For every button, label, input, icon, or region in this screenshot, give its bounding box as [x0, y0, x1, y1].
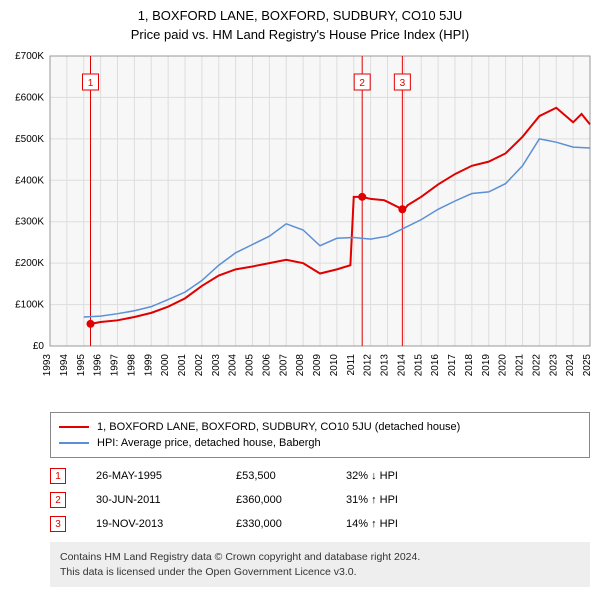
- footer-line2: This data is licensed under the Open Gov…: [60, 565, 580, 580]
- title-address: 1, BOXFORD LANE, BOXFORD, SUDBURY, CO10 …: [10, 8, 590, 23]
- svg-text:2020: 2020: [498, 354, 509, 377]
- svg-text:1: 1: [88, 78, 94, 89]
- footer-attribution: Contains HM Land Registry data © Crown c…: [50, 542, 590, 587]
- legend: 1, BOXFORD LANE, BOXFORD, SUDBURY, CO10 …: [50, 412, 590, 458]
- sale-row: 3 19-NOV-2013 £330,000 14% ↑ HPI: [50, 512, 590, 536]
- svg-text:2005: 2005: [245, 354, 256, 377]
- sale-hpi: 32% ↓ HPI: [346, 470, 446, 482]
- svg-text:1994: 1994: [59, 354, 70, 377]
- svg-text:2002: 2002: [194, 354, 205, 377]
- svg-text:£700K: £700K: [15, 51, 44, 62]
- svg-text:2014: 2014: [396, 354, 407, 377]
- svg-text:2011: 2011: [346, 354, 357, 376]
- svg-text:2017: 2017: [447, 354, 458, 377]
- svg-text:2000: 2000: [160, 354, 171, 377]
- chart-area: £0 £100K £200K £300K £400K £500K £600K £700K 199…: [0, 46, 600, 406]
- svg-text:2024: 2024: [565, 354, 576, 377]
- title-block: 1, BOXFORD LANE, BOXFORD, SUDBURY, CO10 …: [0, 0, 600, 46]
- legend-item: 1, BOXFORD LANE, BOXFORD, SUDBURY, CO10 …: [59, 419, 581, 435]
- svg-text:£0: £0: [33, 341, 45, 352]
- svg-text:£600K: £600K: [15, 92, 44, 103]
- sale-hpi: 31% ↑ HPI: [346, 494, 446, 506]
- svg-text:2015: 2015: [413, 354, 424, 377]
- sale-date: 30-JUN-2011: [96, 494, 206, 506]
- svg-text:2025: 2025: [582, 354, 593, 377]
- svg-text:2: 2: [359, 78, 365, 89]
- chart-container: 1, BOXFORD LANE, BOXFORD, SUDBURY, CO10 …: [0, 0, 600, 587]
- sale-date: 26-MAY-1995: [96, 470, 206, 482]
- svg-text:1997: 1997: [110, 354, 121, 377]
- svg-text:£200K: £200K: [15, 258, 44, 269]
- svg-text:2016: 2016: [430, 354, 441, 377]
- sale-row: 1 26-MAY-1995 £53,500 32% ↓ HPI: [50, 464, 590, 488]
- legend-swatch: [59, 426, 89, 428]
- sale-price: £360,000: [236, 494, 316, 506]
- chart-svg: £0 £100K £200K £300K £400K £500K £600K £700K 199…: [0, 46, 600, 406]
- svg-text:2009: 2009: [312, 354, 323, 377]
- sale-price: £330,000: [236, 518, 316, 530]
- svg-text:2012: 2012: [363, 354, 374, 377]
- sale-row: 2 30-JUN-2011 £360,000 31% ↑ HPI: [50, 488, 590, 512]
- svg-text:2021: 2021: [515, 354, 526, 377]
- svg-text:1998: 1998: [126, 354, 137, 377]
- svg-text:2004: 2004: [228, 354, 239, 377]
- sales-table: 1 26-MAY-1995 £53,500 32% ↓ HPI 2 30-JUN-2011…: [50, 464, 590, 536]
- svg-text:£400K: £400K: [15, 175, 44, 186]
- svg-text:2013: 2013: [380, 354, 391, 377]
- svg-text:3: 3: [400, 78, 406, 89]
- svg-text:1995: 1995: [76, 354, 87, 377]
- svg-text:2019: 2019: [481, 354, 492, 377]
- sale-badge: 3: [50, 516, 66, 532]
- legend-label: HPI: Average price, detached house, Babe…: [97, 437, 321, 449]
- legend-swatch: [59, 442, 89, 444]
- svg-text:2023: 2023: [548, 354, 559, 377]
- svg-text:2022: 2022: [531, 354, 542, 377]
- svg-text:2003: 2003: [211, 354, 222, 377]
- title-subtitle: Price paid vs. HM Land Registry's House …: [10, 27, 590, 42]
- sale-hpi: 14% ↑ HPI: [346, 518, 446, 530]
- svg-text:£500K: £500K: [15, 134, 44, 145]
- svg-text:1999: 1999: [143, 354, 154, 377]
- svg-text:2018: 2018: [464, 354, 475, 377]
- svg-text:1993: 1993: [42, 354, 53, 377]
- sale-date: 19-NOV-2013: [96, 518, 206, 530]
- legend-item: HPI: Average price, detached house, Babe…: [59, 435, 581, 451]
- sale-price: £53,500: [236, 470, 316, 482]
- svg-text:2007: 2007: [278, 354, 289, 377]
- svg-text:2006: 2006: [261, 354, 272, 377]
- svg-text:2008: 2008: [295, 354, 306, 377]
- svg-text:2010: 2010: [329, 354, 340, 377]
- svg-text:1996: 1996: [93, 354, 104, 377]
- svg-text:£300K: £300K: [15, 217, 44, 228]
- sale-badge: 1: [50, 468, 66, 484]
- legend-label: 1, BOXFORD LANE, BOXFORD, SUDBURY, CO10 …: [97, 421, 460, 433]
- svg-text:2001: 2001: [177, 354, 188, 377]
- footer-line1: Contains HM Land Registry data © Crown c…: [60, 550, 580, 565]
- svg-text:£100K: £100K: [15, 300, 44, 311]
- sale-badge: 2: [50, 492, 66, 508]
